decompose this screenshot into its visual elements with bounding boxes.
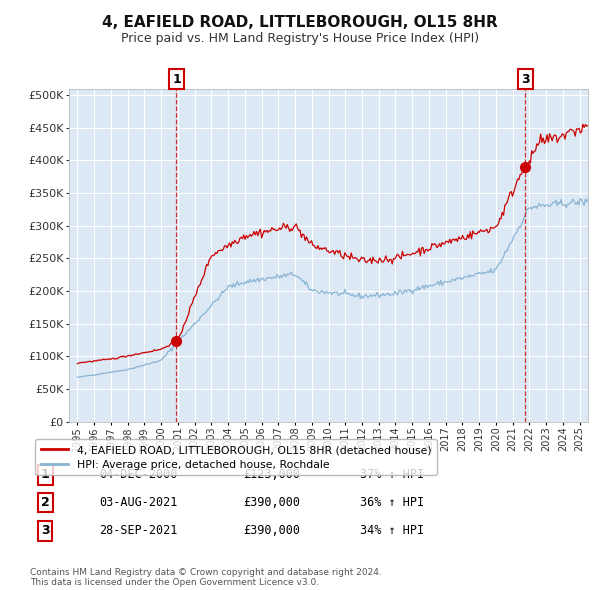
Text: 37% ↑ HPI: 37% ↑ HPI — [360, 468, 424, 481]
Text: £123,000: £123,000 — [243, 468, 300, 481]
Text: £390,000: £390,000 — [243, 496, 300, 509]
Text: 04-DEC-2000: 04-DEC-2000 — [99, 468, 178, 481]
Text: 2: 2 — [41, 496, 49, 509]
Text: Price paid vs. HM Land Registry's House Price Index (HPI): Price paid vs. HM Land Registry's House … — [121, 32, 479, 45]
Text: 3: 3 — [521, 73, 530, 86]
Text: 3: 3 — [41, 525, 49, 537]
Text: 1: 1 — [41, 468, 49, 481]
Text: Contains HM Land Registry data © Crown copyright and database right 2024.
This d: Contains HM Land Registry data © Crown c… — [30, 568, 382, 587]
Text: 34% ↑ HPI: 34% ↑ HPI — [360, 525, 424, 537]
Text: 28-SEP-2021: 28-SEP-2021 — [99, 525, 178, 537]
Legend: 4, EAFIELD ROAD, LITTLEBOROUGH, OL15 8HR (detached house), HPI: Average price, d: 4, EAFIELD ROAD, LITTLEBOROUGH, OL15 8HR… — [35, 439, 437, 476]
Text: 1: 1 — [172, 73, 181, 86]
Text: 03-AUG-2021: 03-AUG-2021 — [99, 496, 178, 509]
Text: 4, EAFIELD ROAD, LITTLEBOROUGH, OL15 8HR: 4, EAFIELD ROAD, LITTLEBOROUGH, OL15 8HR — [102, 15, 498, 30]
Text: 36% ↑ HPI: 36% ↑ HPI — [360, 496, 424, 509]
Text: £390,000: £390,000 — [243, 525, 300, 537]
